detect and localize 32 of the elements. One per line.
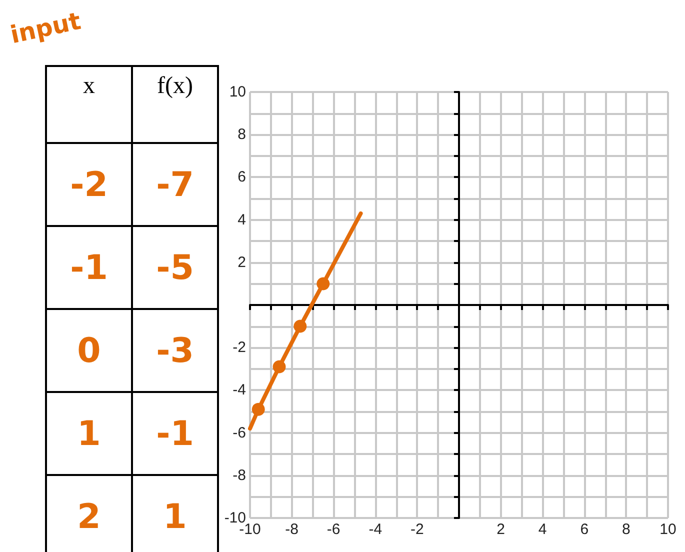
x-tick-label: 8 [622, 521, 630, 538]
y-tick-label: -4 [232, 382, 246, 399]
line-series [248, 211, 363, 431]
text: -5 [132, 226, 218, 309]
text: -1 [132, 392, 218, 475]
text: f(x) [132, 66, 218, 143]
text: -2 [46, 143, 132, 226]
x-tick-label: -2 [410, 521, 424, 538]
y-tick-label: -8 [232, 466, 246, 484]
x-tick-label: 10 [660, 521, 676, 538]
x-tick-label: -6 [326, 521, 340, 538]
y-tick-label: 6 [238, 168, 246, 186]
y-tick-label: -2 [232, 339, 246, 356]
text: 1 [132, 475, 218, 552]
x-tick-label: 2 [496, 521, 505, 538]
text: 0 [46, 309, 132, 392]
y-tick-label: -10 [224, 510, 246, 526]
y-tick-label: 4 [238, 211, 246, 228]
text: x [46, 66, 132, 143]
y-tick-label: 8 [238, 126, 246, 144]
y-tick-label: 2 [238, 254, 246, 271]
text: -7 [132, 143, 218, 226]
x-tick-label: -8 [285, 521, 298, 538]
text: input [8, 6, 84, 50]
text: -1 [46, 226, 132, 309]
text: -3 [132, 309, 218, 392]
x-tick-label: 6 [580, 521, 589, 538]
y-tick-label: -6 [232, 424, 246, 442]
y-tick-label: 10 [229, 84, 246, 100]
text: 1 [46, 392, 132, 475]
x-tick-label: 4 [538, 521, 547, 538]
x-tick-label: -4 [368, 521, 382, 538]
